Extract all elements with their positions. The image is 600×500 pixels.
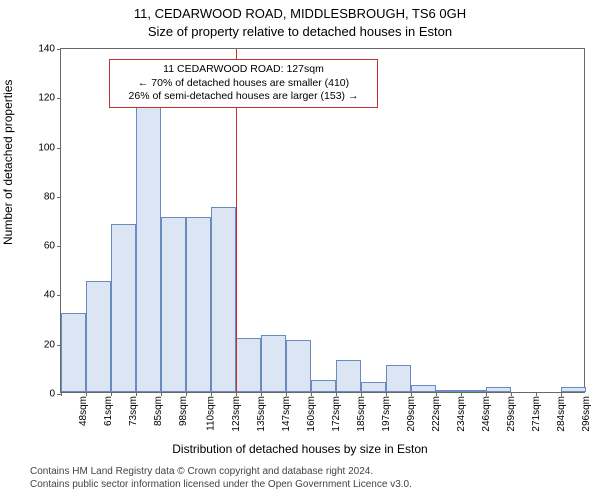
y-tick-label: 20 — [44, 339, 61, 350]
histogram-bar — [136, 104, 161, 392]
y-tick-label: 100 — [38, 142, 61, 153]
histogram-bar — [361, 382, 386, 392]
x-tick-mark — [461, 392, 462, 396]
x-tick-label: 234sqm — [454, 396, 467, 432]
chart-title-main: 11, CEDARWOOD ROAD, MIDDLESBROUGH, TS6 0… — [0, 6, 600, 21]
histogram-bar — [561, 387, 586, 392]
x-tick-label: 110sqm — [203, 396, 216, 431]
x-tick-label: 172sqm — [329, 396, 342, 432]
annotation-line: 11 CEDARWOOD ROAD: 127sqm — [116, 63, 371, 77]
x-tick-label: 296sqm — [579, 396, 592, 432]
histogram-bar — [386, 365, 411, 392]
histogram-bar — [486, 387, 511, 392]
histogram-bar — [261, 335, 286, 392]
footer-line-2: Contains public sector information licen… — [30, 478, 412, 491]
x-tick-mark — [311, 392, 312, 396]
plot-area: 02040608010012014048sqm61sqm73sqm85sqm98… — [60, 48, 585, 393]
x-tick-label: 246sqm — [479, 396, 492, 432]
chart-title-sub: Size of property relative to detached ho… — [0, 24, 600, 39]
x-tick-mark — [286, 392, 287, 396]
x-tick-mark — [511, 392, 512, 396]
x-tick-label: 259sqm — [504, 396, 517, 432]
x-tick-mark — [386, 392, 387, 396]
x-axis-label: Distribution of detached houses by size … — [0, 442, 600, 456]
annotation-line: 26% of semi-detached houses are larger (… — [116, 90, 371, 104]
x-tick-mark — [136, 392, 137, 396]
histogram-bar — [436, 390, 461, 392]
x-tick-mark — [486, 392, 487, 396]
x-tick-mark — [411, 392, 412, 396]
x-tick-label: 85sqm — [151, 396, 164, 426]
x-tick-mark — [86, 392, 87, 396]
y-tick-label: 140 — [38, 44, 61, 55]
x-tick-mark — [436, 392, 437, 396]
x-tick-mark — [161, 392, 162, 396]
histogram-bar — [461, 390, 486, 392]
x-tick-mark — [561, 392, 562, 396]
histogram-bar — [211, 207, 236, 392]
footer-line-1: Contains HM Land Registry data © Crown c… — [30, 465, 412, 478]
histogram-bar — [411, 385, 436, 392]
histogram-bar — [86, 281, 111, 392]
x-tick-mark — [361, 392, 362, 396]
histogram-bar — [161, 217, 186, 392]
annotation-box: 11 CEDARWOOD ROAD: 127sqm← 70% of detach… — [109, 59, 378, 108]
x-tick-mark — [261, 392, 262, 396]
y-tick-label: 120 — [38, 93, 61, 104]
x-tick-label: 135sqm — [254, 396, 267, 432]
y-tick-label: 0 — [49, 389, 61, 400]
x-tick-label: 222sqm — [429, 396, 442, 432]
chart-footer: Contains HM Land Registry data © Crown c… — [30, 465, 412, 491]
x-tick-label: 123sqm — [229, 396, 242, 432]
y-tick-label: 60 — [44, 241, 61, 252]
y-tick-label: 80 — [44, 191, 61, 202]
histogram-bar — [311, 380, 336, 392]
y-tick-label: 40 — [44, 290, 61, 301]
y-axis-label: Number of detached properties — [1, 80, 15, 245]
x-tick-label: 147sqm — [279, 396, 292, 432]
x-tick-label: 271sqm — [529, 396, 542, 432]
x-tick-label: 209sqm — [404, 396, 417, 432]
x-tick-mark — [186, 392, 187, 396]
histogram-bar — [186, 217, 211, 392]
x-tick-label: 73sqm — [126, 396, 139, 426]
x-tick-mark — [336, 392, 337, 396]
x-tick-label: 98sqm — [176, 396, 189, 426]
histogram-bar — [61, 313, 86, 392]
histogram-bar — [336, 360, 361, 392]
x-tick-mark — [61, 392, 62, 396]
histogram-bar — [236, 338, 261, 392]
histogram-bar — [111, 224, 136, 392]
x-tick-label: 185sqm — [354, 396, 367, 432]
x-tick-label: 284sqm — [554, 396, 567, 432]
x-tick-label: 48sqm — [76, 396, 89, 426]
chart-container: 11, CEDARWOOD ROAD, MIDDLESBROUGH, TS6 0… — [0, 0, 600, 500]
x-tick-mark — [236, 392, 237, 396]
x-tick-mark — [211, 392, 212, 396]
x-tick-mark — [536, 392, 537, 396]
x-tick-label: 160sqm — [304, 396, 317, 432]
annotation-line: ← 70% of detached houses are smaller (41… — [116, 77, 371, 91]
x-tick-label: 197sqm — [379, 396, 392, 432]
x-tick-mark — [111, 392, 112, 396]
histogram-bar — [286, 340, 311, 392]
x-tick-label: 61sqm — [101, 396, 114, 426]
